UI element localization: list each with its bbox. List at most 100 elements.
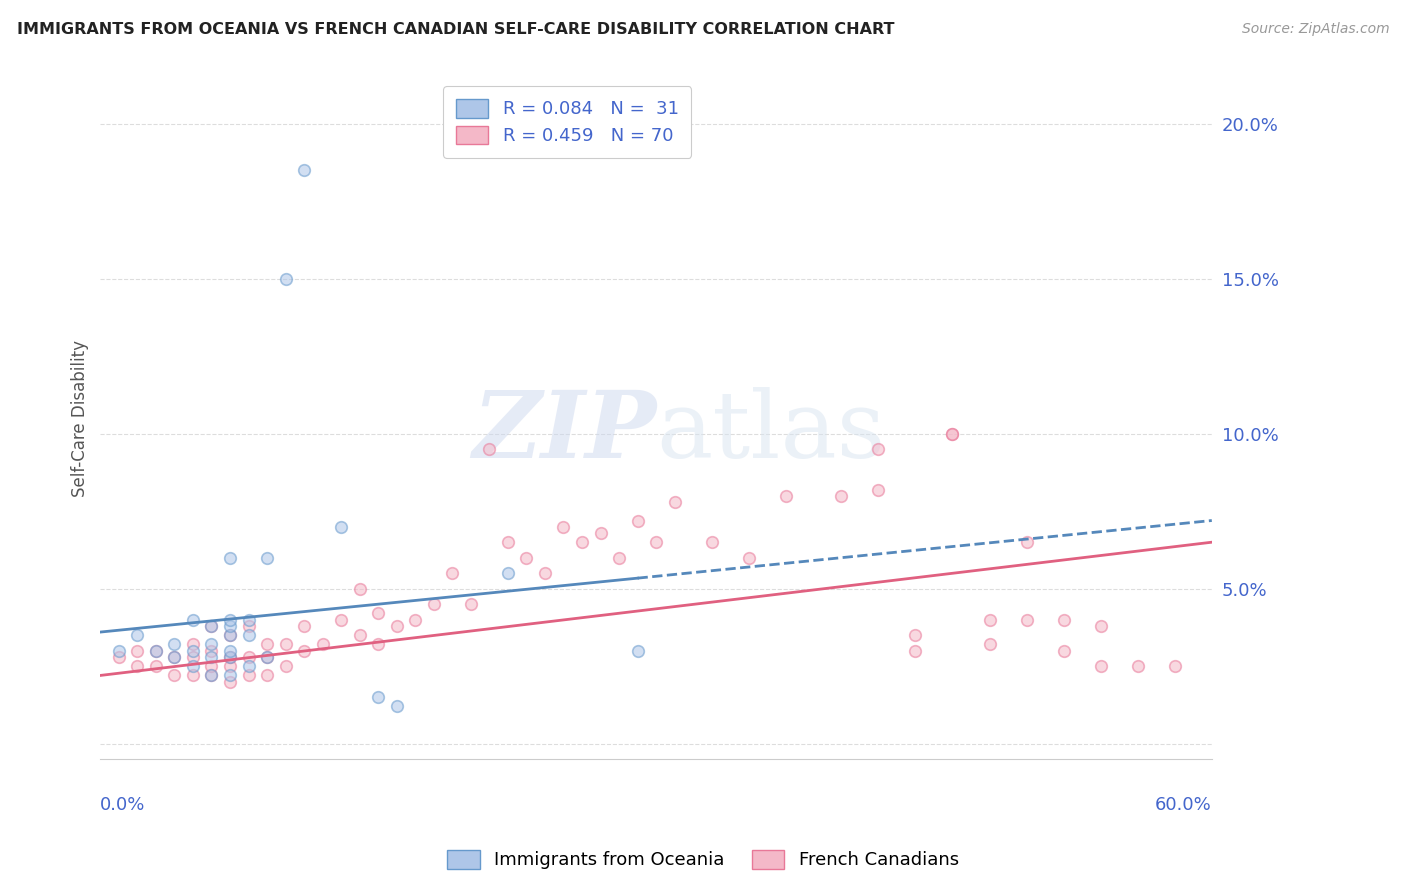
Point: [163, 649, 186, 664]
Point: [1090, 659, 1112, 673]
Point: [238, 613, 260, 627]
Point: [534, 566, 557, 581]
Point: [979, 637, 1001, 651]
Point: [274, 637, 297, 651]
Point: [181, 668, 204, 682]
Point: [108, 649, 131, 664]
Point: [404, 613, 426, 627]
Point: [200, 649, 222, 664]
Point: [145, 659, 167, 673]
Point: [292, 619, 315, 633]
Point: [700, 535, 723, 549]
Point: [219, 613, 242, 627]
Point: [904, 628, 927, 642]
Point: [181, 613, 204, 627]
Point: [941, 426, 963, 441]
Point: [219, 649, 242, 664]
Point: [311, 637, 333, 651]
Text: 60.0%: 60.0%: [1156, 797, 1212, 814]
Y-axis label: Self-Care Disability: Self-Care Disability: [72, 340, 89, 497]
Point: [181, 649, 204, 664]
Text: IMMIGRANTS FROM OCEANIA VS FRENCH CANADIAN SELF-CARE DISABILITY CORRELATION CHAR: IMMIGRANTS FROM OCEANIA VS FRENCH CANADI…: [17, 22, 894, 37]
Point: [200, 619, 222, 633]
Point: [127, 643, 149, 657]
Point: [349, 628, 371, 642]
Point: [219, 649, 242, 664]
Point: [830, 489, 852, 503]
Point: [219, 628, 242, 642]
Text: atlas: atlas: [657, 387, 886, 477]
Point: [200, 637, 222, 651]
Point: [219, 659, 242, 673]
Legend: Immigrants from Oceania, French Canadians: Immigrants from Oceania, French Canadian…: [439, 841, 967, 879]
Point: [219, 668, 242, 682]
Point: [1090, 619, 1112, 633]
Point: [441, 566, 464, 581]
Point: [200, 659, 222, 673]
Point: [145, 643, 167, 657]
Point: [496, 535, 519, 549]
Point: [1052, 643, 1074, 657]
Point: [181, 659, 204, 673]
Point: [904, 643, 927, 657]
Point: [238, 619, 260, 633]
Point: [1052, 613, 1074, 627]
Point: [145, 643, 167, 657]
Point: [200, 668, 222, 682]
Text: ZIP: ZIP: [472, 387, 657, 477]
Point: [274, 659, 297, 673]
Point: [330, 613, 353, 627]
Point: [256, 637, 278, 651]
Point: [589, 525, 612, 540]
Point: [1015, 535, 1038, 549]
Point: [868, 442, 890, 457]
Text: Source: ZipAtlas.com: Source: ZipAtlas.com: [1241, 22, 1389, 37]
Point: [349, 582, 371, 596]
Point: [367, 690, 389, 705]
Point: [553, 519, 575, 533]
Point: [163, 637, 186, 651]
Point: [1164, 659, 1187, 673]
Point: [200, 668, 222, 682]
Point: [181, 637, 204, 651]
Point: [626, 643, 648, 657]
Point: [330, 519, 353, 533]
Point: [385, 699, 408, 714]
Point: [108, 643, 131, 657]
Point: [219, 628, 242, 642]
Point: [478, 442, 501, 457]
Point: [775, 489, 797, 503]
Point: [385, 619, 408, 633]
Point: [256, 550, 278, 565]
Point: [238, 659, 260, 673]
Point: [256, 668, 278, 682]
Point: [292, 643, 315, 657]
Point: [238, 668, 260, 682]
Point: [738, 550, 761, 565]
Point: [200, 619, 222, 633]
Point: [367, 607, 389, 621]
Legend: R = 0.084   N =  31, R = 0.459   N = 70: R = 0.084 N = 31, R = 0.459 N = 70: [443, 87, 692, 158]
Point: [219, 643, 242, 657]
Point: [256, 649, 278, 664]
Point: [1126, 659, 1149, 673]
Text: 0.0%: 0.0%: [100, 797, 146, 814]
Point: [626, 514, 648, 528]
Point: [868, 483, 890, 497]
Point: [292, 163, 315, 178]
Point: [163, 668, 186, 682]
Point: [219, 550, 242, 565]
Point: [127, 628, 149, 642]
Point: [127, 659, 149, 673]
Point: [515, 550, 537, 565]
Point: [238, 628, 260, 642]
Point: [460, 597, 482, 611]
Point: [200, 643, 222, 657]
Point: [367, 637, 389, 651]
Point: [423, 597, 446, 611]
Point: [238, 649, 260, 664]
Point: [941, 426, 963, 441]
Point: [181, 643, 204, 657]
Point: [607, 550, 630, 565]
Point: [664, 495, 686, 509]
